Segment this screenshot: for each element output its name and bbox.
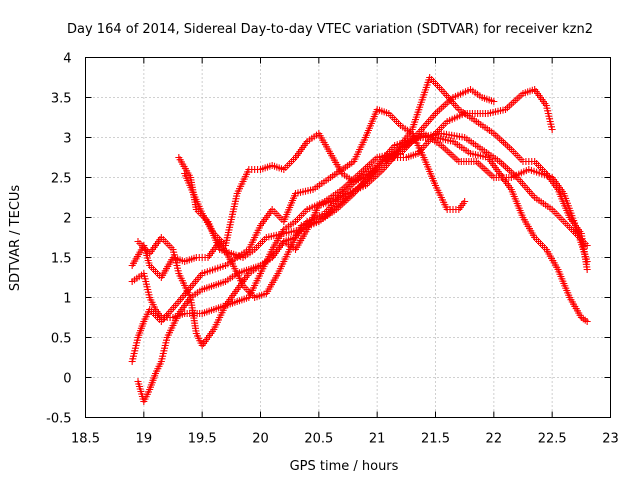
x-tick-label: 23	[602, 432, 619, 447]
x-tick-label: 22.5	[538, 432, 567, 447]
y-tick-label: 3	[63, 132, 71, 147]
y-axis-title: SDTVAR / TECUs	[8, 185, 23, 292]
chart-title: Day 164 of 2014, Sidereal Day-to-day VTE…	[67, 22, 593, 37]
data-points	[128, 74, 591, 405]
x-tick-label: 20.5	[304, 432, 333, 447]
y-tick-label: 3.5	[51, 92, 72, 107]
y-tick-label: 0.5	[51, 332, 72, 347]
y-tick-label: 4	[63, 52, 71, 67]
data-point-marker	[548, 126, 556, 133]
x-tick-label: 22	[486, 432, 503, 447]
y-tick-label: 1	[63, 292, 71, 307]
plot-frame	[85, 57, 611, 418]
series-6	[128, 106, 469, 365]
x-tick-label: 21.5	[421, 432, 450, 447]
series-2	[181, 130, 591, 265]
data-point-marker	[461, 198, 469, 205]
axis-ticks: 18.5 19 19.5 20 20.5 21 21.5 22 22.5 23-0.500.511…	[46, 52, 619, 447]
data-point-marker	[583, 318, 591, 325]
y-tick-label: 2.5	[51, 172, 72, 187]
y-tick-label: 1.5	[51, 252, 72, 267]
x-tick-label: 19	[136, 432, 153, 447]
series-4	[134, 130, 591, 349]
series-7	[134, 134, 591, 405]
x-tick-label: 20	[252, 432, 269, 447]
data-point-marker	[490, 98, 498, 105]
y-tick-label: 2	[63, 212, 71, 227]
data-point-marker	[583, 242, 591, 249]
y-tick-label: -0.5	[46, 412, 71, 427]
x-tick-label: 18.5	[71, 432, 100, 447]
x-axis-title: GPS time / hours	[290, 459, 399, 474]
data-point-marker	[583, 266, 591, 273]
x-tick-label: 21	[369, 432, 386, 447]
x-tick-label: 19.5	[188, 432, 217, 447]
y-tick-label: 0	[63, 372, 71, 387]
